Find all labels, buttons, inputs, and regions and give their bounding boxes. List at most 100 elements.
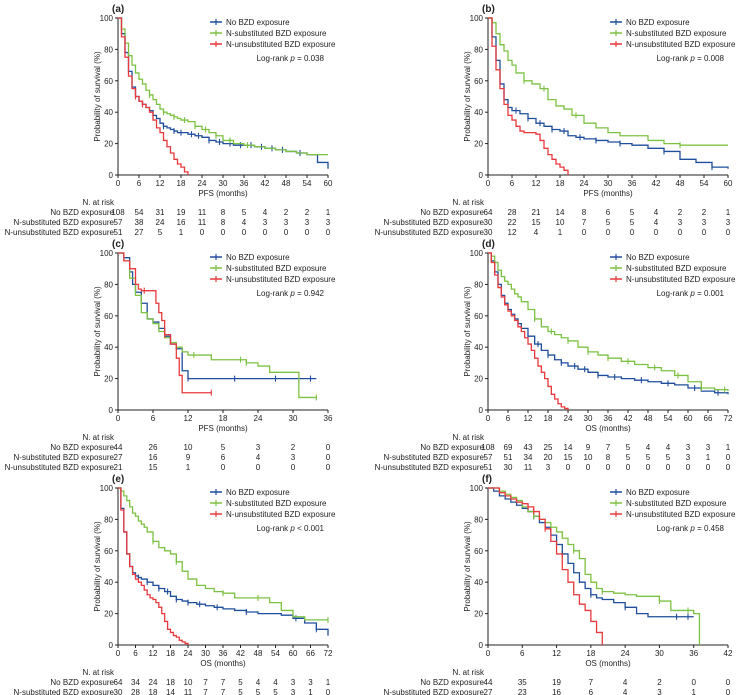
- risk-cell: 4: [646, 443, 651, 452]
- x-tick-label: 42: [236, 649, 245, 658]
- risk-cell: 0: [686, 463, 691, 472]
- legend-label-unsubst: N-unsubstituted BZD exposure: [226, 40, 336, 49]
- risk-row-label-subst: N-substituted BZD exposure: [14, 453, 115, 462]
- risk-cell: 4: [534, 228, 539, 237]
- risk-cell: 0: [326, 688, 331, 695]
- y-tick-label: 100: [470, 249, 484, 258]
- risk-cell: 5: [606, 218, 611, 227]
- risk-cell: 7: [589, 678, 594, 687]
- x-tick-label: 42: [624, 414, 633, 423]
- log-rank-label: Log-rank p < 0.001: [257, 524, 325, 533]
- risk-row-label-unsubst: N-unsubstituted BZD exposure: [5, 463, 115, 472]
- x-tick-label: 0: [486, 414, 491, 423]
- risk-cell: 12: [508, 228, 517, 237]
- risk-cell: 44: [114, 443, 123, 452]
- x-tick-label: 6: [151, 414, 156, 423]
- y-tick-label: 60: [104, 77, 113, 86]
- risk-cell: 10: [584, 453, 593, 462]
- x-tick-label: 36: [628, 179, 637, 188]
- x-tick-label: 30: [655, 649, 664, 658]
- risk-cell: 0: [726, 228, 731, 237]
- risk-cell: 5: [221, 443, 226, 452]
- x-tick-label: 0: [116, 649, 121, 658]
- risk-cell: 11: [184, 688, 193, 695]
- risk-cell: 57: [114, 218, 123, 227]
- x-tick-label: 30: [219, 179, 228, 188]
- legend-label-subst: N-substituted BZD exposure: [226, 499, 327, 508]
- risk-cell: 3: [706, 443, 711, 452]
- risk-cell: 20: [544, 453, 553, 462]
- x-tick-label: 66: [306, 649, 315, 658]
- series-line-subst: [488, 487, 701, 645]
- risk-cell: 0: [242, 228, 247, 237]
- x-tick-label: 60: [684, 414, 693, 423]
- y-axis-label: Probability of survival (%): [93, 521, 102, 612]
- risk-cell: 51: [114, 228, 123, 237]
- risk-cell: 3: [726, 218, 731, 227]
- x-tick-label: 24: [580, 179, 589, 188]
- y-tick-label: 40: [104, 343, 113, 352]
- risk-cell: 23: [518, 688, 527, 695]
- y-tick-label: 80: [104, 45, 113, 54]
- risk-cell: 0: [284, 228, 289, 237]
- risk-cell: 5: [626, 443, 631, 452]
- risk-cell: 0: [654, 228, 659, 237]
- risk-cell: 0: [326, 463, 331, 472]
- y-tick-label: 0: [479, 171, 484, 180]
- risk-cell: 24: [149, 678, 158, 687]
- risk-cell: 5: [646, 453, 651, 462]
- risk-cell: 1: [308, 688, 313, 695]
- risk-row-label-none: No BZD exposure: [50, 443, 114, 452]
- risk-row-label-none: No BZD exposure: [420, 678, 484, 687]
- x-tick-label: 24: [254, 414, 263, 423]
- panel-label: (e): [112, 474, 124, 485]
- risk-cell: 30: [484, 218, 493, 227]
- risk-cell: 44: [484, 678, 493, 687]
- risk-cell: 28: [508, 208, 517, 217]
- risk-cell: 7: [203, 678, 208, 687]
- panel-label: (c): [112, 239, 124, 250]
- x-tick-label: 12: [532, 179, 541, 188]
- log-rank-label: Log-rank p = 0.038: [257, 54, 325, 63]
- risk-cell: 2: [702, 208, 707, 217]
- risk-cell: 1: [726, 443, 731, 452]
- risk-cell: 0: [326, 228, 331, 237]
- risk-cell: 0: [606, 228, 611, 237]
- risk-cell: 2: [657, 678, 662, 687]
- x-tick-label: 18: [219, 414, 228, 423]
- risk-cell: 1: [186, 463, 191, 472]
- risk-cell: 7: [203, 688, 208, 695]
- y-axis-label: Probability of survival (%): [463, 286, 472, 377]
- risk-cell: 25: [544, 443, 553, 452]
- x-tick-label: 54: [700, 179, 709, 188]
- risk-cell: 16: [552, 688, 561, 695]
- y-tick-label: 20: [474, 140, 483, 149]
- risk-cell: 7: [221, 688, 226, 695]
- x-tick-label: 6: [137, 179, 142, 188]
- risk-cell: 0: [200, 228, 205, 237]
- legend-label-unsubst: N-unsubstituted BZD exposure: [626, 40, 736, 49]
- y-tick-label: 80: [104, 515, 113, 524]
- risk-cell: 0: [606, 463, 611, 472]
- y-tick-label: 40: [474, 343, 483, 352]
- log-rank-label: Log-rank p = 0.942: [257, 289, 325, 298]
- x-tick-label: 18: [556, 179, 565, 188]
- risk-cell: 1: [706, 453, 711, 462]
- x-tick-label: 60: [724, 179, 733, 188]
- x-tick-label: 60: [324, 179, 333, 188]
- risk-cell: 0: [305, 228, 310, 237]
- risk-row-label-unsubst: N-unsubstituted BZD exposure: [375, 228, 485, 237]
- x-tick-label: 36: [604, 414, 613, 423]
- risk-cell: 4: [273, 678, 278, 687]
- risk-cell: 2: [291, 443, 296, 452]
- risk-cell: 3: [291, 688, 296, 695]
- series-line-unsubst: [488, 487, 603, 645]
- x-tick-label: 54: [271, 649, 280, 658]
- risk-cell: 4: [623, 688, 628, 695]
- risk-cell: 6: [589, 688, 594, 695]
- risk-cell: 27: [484, 688, 493, 695]
- risk-cell: 0: [263, 228, 268, 237]
- x-tick-label: 18: [544, 414, 553, 423]
